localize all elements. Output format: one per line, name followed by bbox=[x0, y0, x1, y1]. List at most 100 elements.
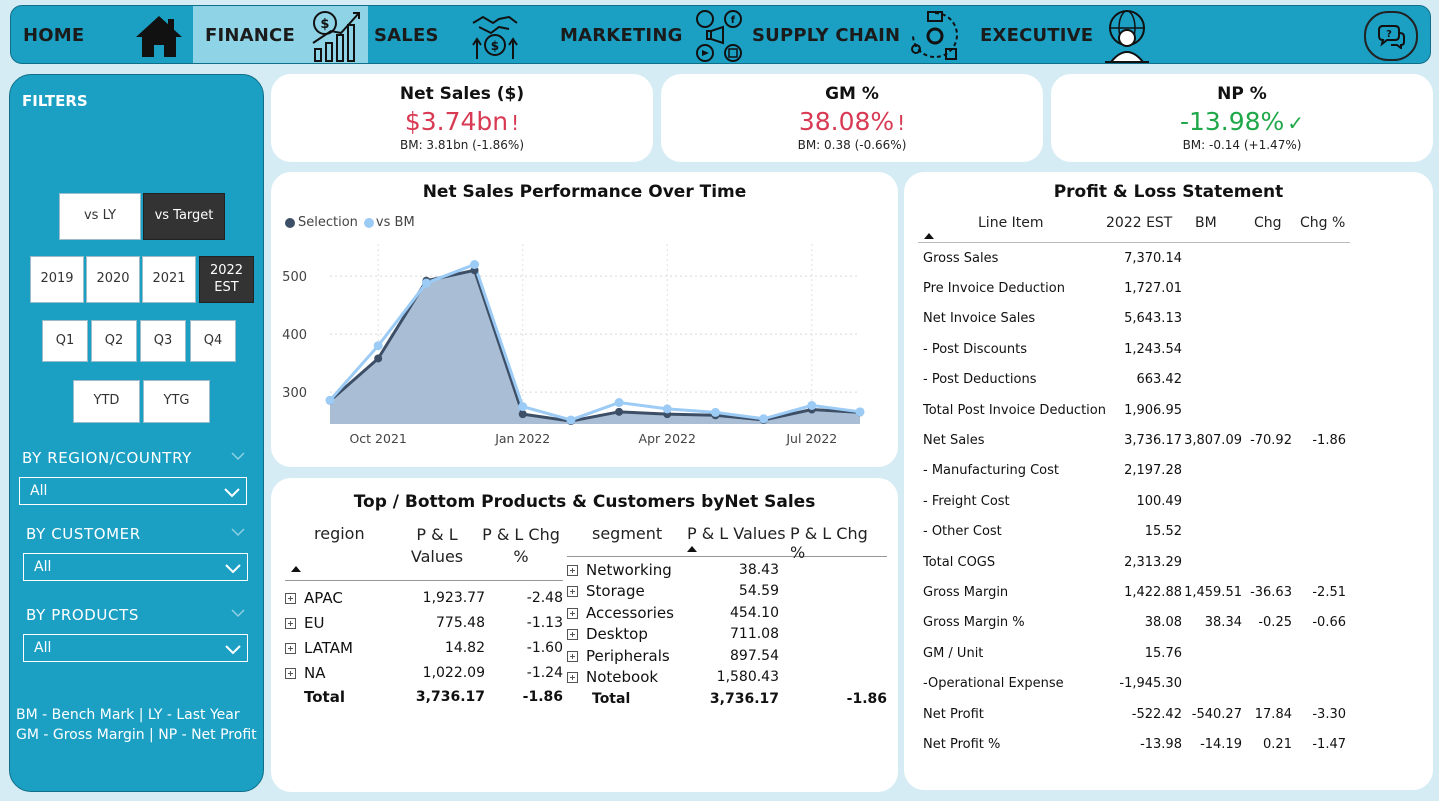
period-ytg[interactable]: YTG bbox=[143, 380, 210, 423]
kpi-value: 38.08%! bbox=[661, 107, 1043, 136]
kpi-np-percent: NP % -13.98% ✓ BM: -0.14 (+1.47%) bbox=[1051, 74, 1433, 162]
pl-row[interactable]: Pre Invoice Deduction 1,727.01 bbox=[918, 273, 1350, 303]
row-value: 54.59 bbox=[738, 583, 779, 600]
col-header-chg[interactable]: P & L Chg % bbox=[790, 524, 868, 562]
pl-row[interactable]: Gross Margin % 38.08 38.34 -0.25 -0.66 bbox=[918, 608, 1350, 638]
pl-row[interactable]: - Manufacturing Cost 2,197.28 bbox=[918, 456, 1350, 486]
expand-icon[interactable] bbox=[285, 642, 296, 654]
table-row[interactable]: Desktop 711.08 bbox=[567, 624, 887, 646]
pl-row[interactable]: Net Profit -522.42 -540.27 17.84 -3.30 bbox=[918, 699, 1350, 729]
year-2020[interactable]: 2020 bbox=[86, 256, 140, 303]
pl-row[interactable]: Net Sales 3,736.17 3,807.09 -70.92 -1.86 bbox=[918, 425, 1350, 455]
row-name: Notebook bbox=[586, 668, 659, 687]
pl-row[interactable]: - Freight Cost 100.49 bbox=[918, 486, 1350, 516]
col-header-chg[interactable]: P & L Chg % bbox=[482, 525, 560, 566]
quarter-q2[interactable]: Q2 bbox=[91, 320, 137, 362]
products-dropdown-value: All bbox=[34, 640, 52, 656]
col-header-values[interactable]: P & L Values bbox=[410, 525, 464, 566]
customer-dropdown[interactable]: All bbox=[23, 553, 248, 581]
filters-title: FILTERS bbox=[22, 92, 88, 110]
expand-icon[interactable] bbox=[567, 586, 578, 598]
total-label: Total bbox=[592, 690, 631, 707]
products-dropdown[interactable]: All bbox=[23, 634, 248, 662]
total-row: Total 3,736.17 -1.86 bbox=[567, 688, 887, 710]
pl-bm-value bbox=[1182, 273, 1242, 303]
table-row[interactable]: EU 775.48 -1.13 bbox=[285, 610, 563, 635]
help-button[interactable]: ? bbox=[1364, 11, 1418, 61]
col-header-bm[interactable]: BM bbox=[1195, 215, 1217, 231]
period-ytd[interactable]: YTD bbox=[73, 380, 140, 423]
nav-supply-chain[interactable]: SUPPLY CHAIN bbox=[748, 6, 968, 63]
table-row[interactable]: APAC 1,923.77 -2.48 bbox=[285, 585, 563, 610]
table-row[interactable]: Networking 38.43 bbox=[567, 559, 887, 581]
chevron-down-icon bbox=[224, 488, 240, 498]
pl-row[interactable]: - Post Discounts 1,243.54 bbox=[918, 334, 1350, 364]
pl-row[interactable]: GM / Unit 15.76 bbox=[918, 638, 1350, 668]
pl-row[interactable]: Gross Margin 1,422.88 1,459.51 -36.63 -2.51 bbox=[918, 577, 1350, 607]
pl-chg-value: 17.84 bbox=[1254, 706, 1292, 722]
expand-icon[interactable] bbox=[285, 592, 296, 604]
expand-icon[interactable] bbox=[567, 672, 578, 684]
chevron-down-icon[interactable] bbox=[231, 606, 245, 620]
toggle-vs-target[interactable]: vs Target bbox=[143, 193, 225, 240]
table-row[interactable]: LATAM 14.82 -1.60 bbox=[285, 635, 563, 660]
col-header-2022-est[interactable]: 2022 EST bbox=[1106, 215, 1173, 231]
col-header-chg-pct[interactable]: Chg % bbox=[1300, 215, 1346, 231]
col-header-segment[interactable]: segment bbox=[592, 524, 663, 543]
quarter-q1[interactable]: Q1 bbox=[42, 320, 88, 362]
col-header-chg[interactable]: Chg bbox=[1254, 215, 1282, 231]
expand-icon[interactable] bbox=[285, 617, 296, 629]
pl-row[interactable]: Total COGS 2,313.29 bbox=[918, 547, 1350, 577]
expand-icon[interactable] bbox=[567, 650, 578, 662]
quarter-q3[interactable]: Q3 bbox=[140, 320, 186, 362]
year-2021[interactable]: 2021 bbox=[142, 256, 196, 303]
pl-table: Line Item 2022 EST BM Chg Chg % Gross Sa… bbox=[918, 214, 1350, 760]
pl-chg-pct-value: -3.30 bbox=[1312, 706, 1346, 722]
data-point-bm bbox=[421, 278, 431, 288]
year-2019[interactable]: 2019 bbox=[30, 256, 84, 303]
col-header-values[interactable]: P & L Values bbox=[687, 524, 786, 543]
nav-finance[interactable]: FINANCE $ bbox=[193, 6, 368, 63]
toggle-vs-ly[interactable]: vs LY bbox=[59, 193, 141, 240]
chevron-down-icon bbox=[225, 564, 241, 574]
year-2022-est[interactable]: 2022 EST bbox=[199, 256, 254, 303]
pl-row[interactable]: Net Profit % -13.98 -14.19 0.21 -1.47 bbox=[918, 729, 1350, 759]
expand-icon[interactable] bbox=[285, 667, 296, 679]
nav-sales[interactable]: SALES $ bbox=[368, 6, 548, 63]
pl-row[interactable]: - Other Cost 15.52 bbox=[918, 517, 1350, 547]
table-row[interactable]: Peripherals 897.54 bbox=[567, 645, 887, 667]
table-row[interactable]: NA 1,022.09 -1.24 bbox=[285, 660, 563, 685]
total-chg: -1.86 bbox=[846, 690, 887, 707]
table-row[interactable]: Accessories 454.10 bbox=[567, 602, 887, 624]
pl-row[interactable]: - Post Deductions 663.42 bbox=[918, 365, 1350, 395]
pl-row[interactable]: Total Post Invoice Deduction 1,906.95 bbox=[918, 395, 1350, 425]
pl-bm-value bbox=[1182, 365, 1242, 395]
col-header-line-item[interactable]: Line Item bbox=[978, 215, 1044, 231]
pl-chg-value bbox=[1242, 638, 1292, 668]
expand-icon[interactable] bbox=[567, 629, 578, 641]
legend-selection: Selection bbox=[298, 215, 358, 230]
chevron-down-icon[interactable] bbox=[231, 525, 245, 539]
chevron-down-icon[interactable] bbox=[231, 449, 245, 463]
expand-icon[interactable] bbox=[567, 564, 578, 576]
table-row[interactable]: Notebook 1,580.43 bbox=[567, 667, 887, 689]
expand-icon[interactable] bbox=[567, 607, 578, 619]
row-name: Storage bbox=[586, 582, 645, 601]
nav-executive[interactable]: EXECUTIVE bbox=[968, 6, 1168, 63]
pl-row[interactable]: Gross Sales 7,370.14 bbox=[918, 243, 1350, 273]
table-row[interactable]: Storage 54.59 bbox=[567, 581, 887, 603]
pl-chg-value bbox=[1242, 486, 1292, 516]
pl-row[interactable]: -Operational Expense -1,945.30 bbox=[918, 668, 1350, 698]
net-sales-chart-card: Net Sales Performance Over Time Selectio… bbox=[271, 172, 898, 467]
kpi-benchmark: BM: 3.81bn (-1.86%) bbox=[399, 138, 524, 152]
data-point-bm bbox=[759, 414, 769, 424]
col-header-region[interactable]: region bbox=[314, 524, 365, 543]
region-dropdown[interactable]: All bbox=[19, 477, 247, 505]
pl-row[interactable]: Net Invoice Sales 5,643.13 bbox=[918, 304, 1350, 334]
nav-home[interactable]: HOME bbox=[11, 6, 193, 63]
nav-marketing[interactable]: MARKETING f bbox=[548, 6, 748, 63]
nav-label: HOME bbox=[23, 25, 85, 46]
pl-line-item: Gross Margin % bbox=[923, 615, 1025, 631]
pl-chg-pct-value bbox=[1292, 304, 1350, 334]
quarter-q4[interactable]: Q4 bbox=[190, 320, 236, 362]
